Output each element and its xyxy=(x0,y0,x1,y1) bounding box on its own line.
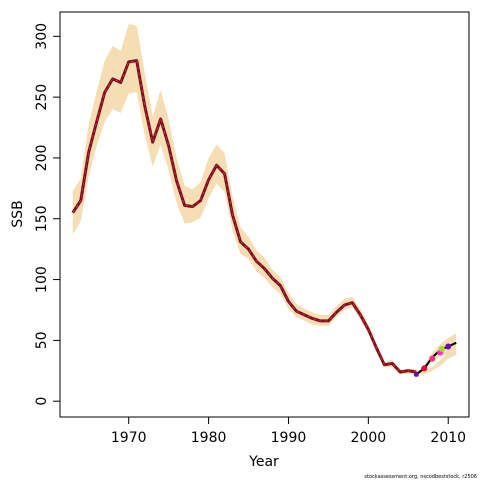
ssb-confidence-band xyxy=(72,24,457,375)
end-point-marker xyxy=(413,371,419,377)
x-tick-label: 1970 xyxy=(111,430,147,446)
ssb-line xyxy=(71,59,457,376)
plot-frame xyxy=(59,11,470,418)
recent-points xyxy=(413,343,452,377)
x-tick-label: 2010 xyxy=(430,430,466,446)
recent-point xyxy=(445,343,452,350)
x-axis-label: Year xyxy=(248,454,279,470)
y-tick-label: 50 xyxy=(34,331,50,349)
x-tick-label: 1990 xyxy=(271,430,307,446)
footnote: stockassessment.org, nscodbeststock, r25… xyxy=(364,474,477,480)
x-tick-label: 2000 xyxy=(351,430,387,446)
y-tick-label: 100 xyxy=(34,266,50,293)
x-tick-label: 1980 xyxy=(191,430,227,446)
y-tick-label: 150 xyxy=(34,205,50,232)
ssb-estimate-line xyxy=(71,59,417,374)
recent-point xyxy=(438,345,445,352)
y-tick-label: 300 xyxy=(34,23,50,50)
y-axis-label: SSB xyxy=(10,200,26,227)
y-axis: 0 50 100 150 200 250 300 xyxy=(34,23,60,406)
confidence-band xyxy=(72,24,457,376)
y-tick-label: 250 xyxy=(34,84,50,111)
y-tick-label: 0 xyxy=(34,397,50,406)
x-axis: 1970 1980 1990 2000 2010 xyxy=(111,417,466,446)
recent-point xyxy=(429,355,436,362)
y-tick-label: 200 xyxy=(34,145,50,172)
recent-point xyxy=(421,365,428,372)
